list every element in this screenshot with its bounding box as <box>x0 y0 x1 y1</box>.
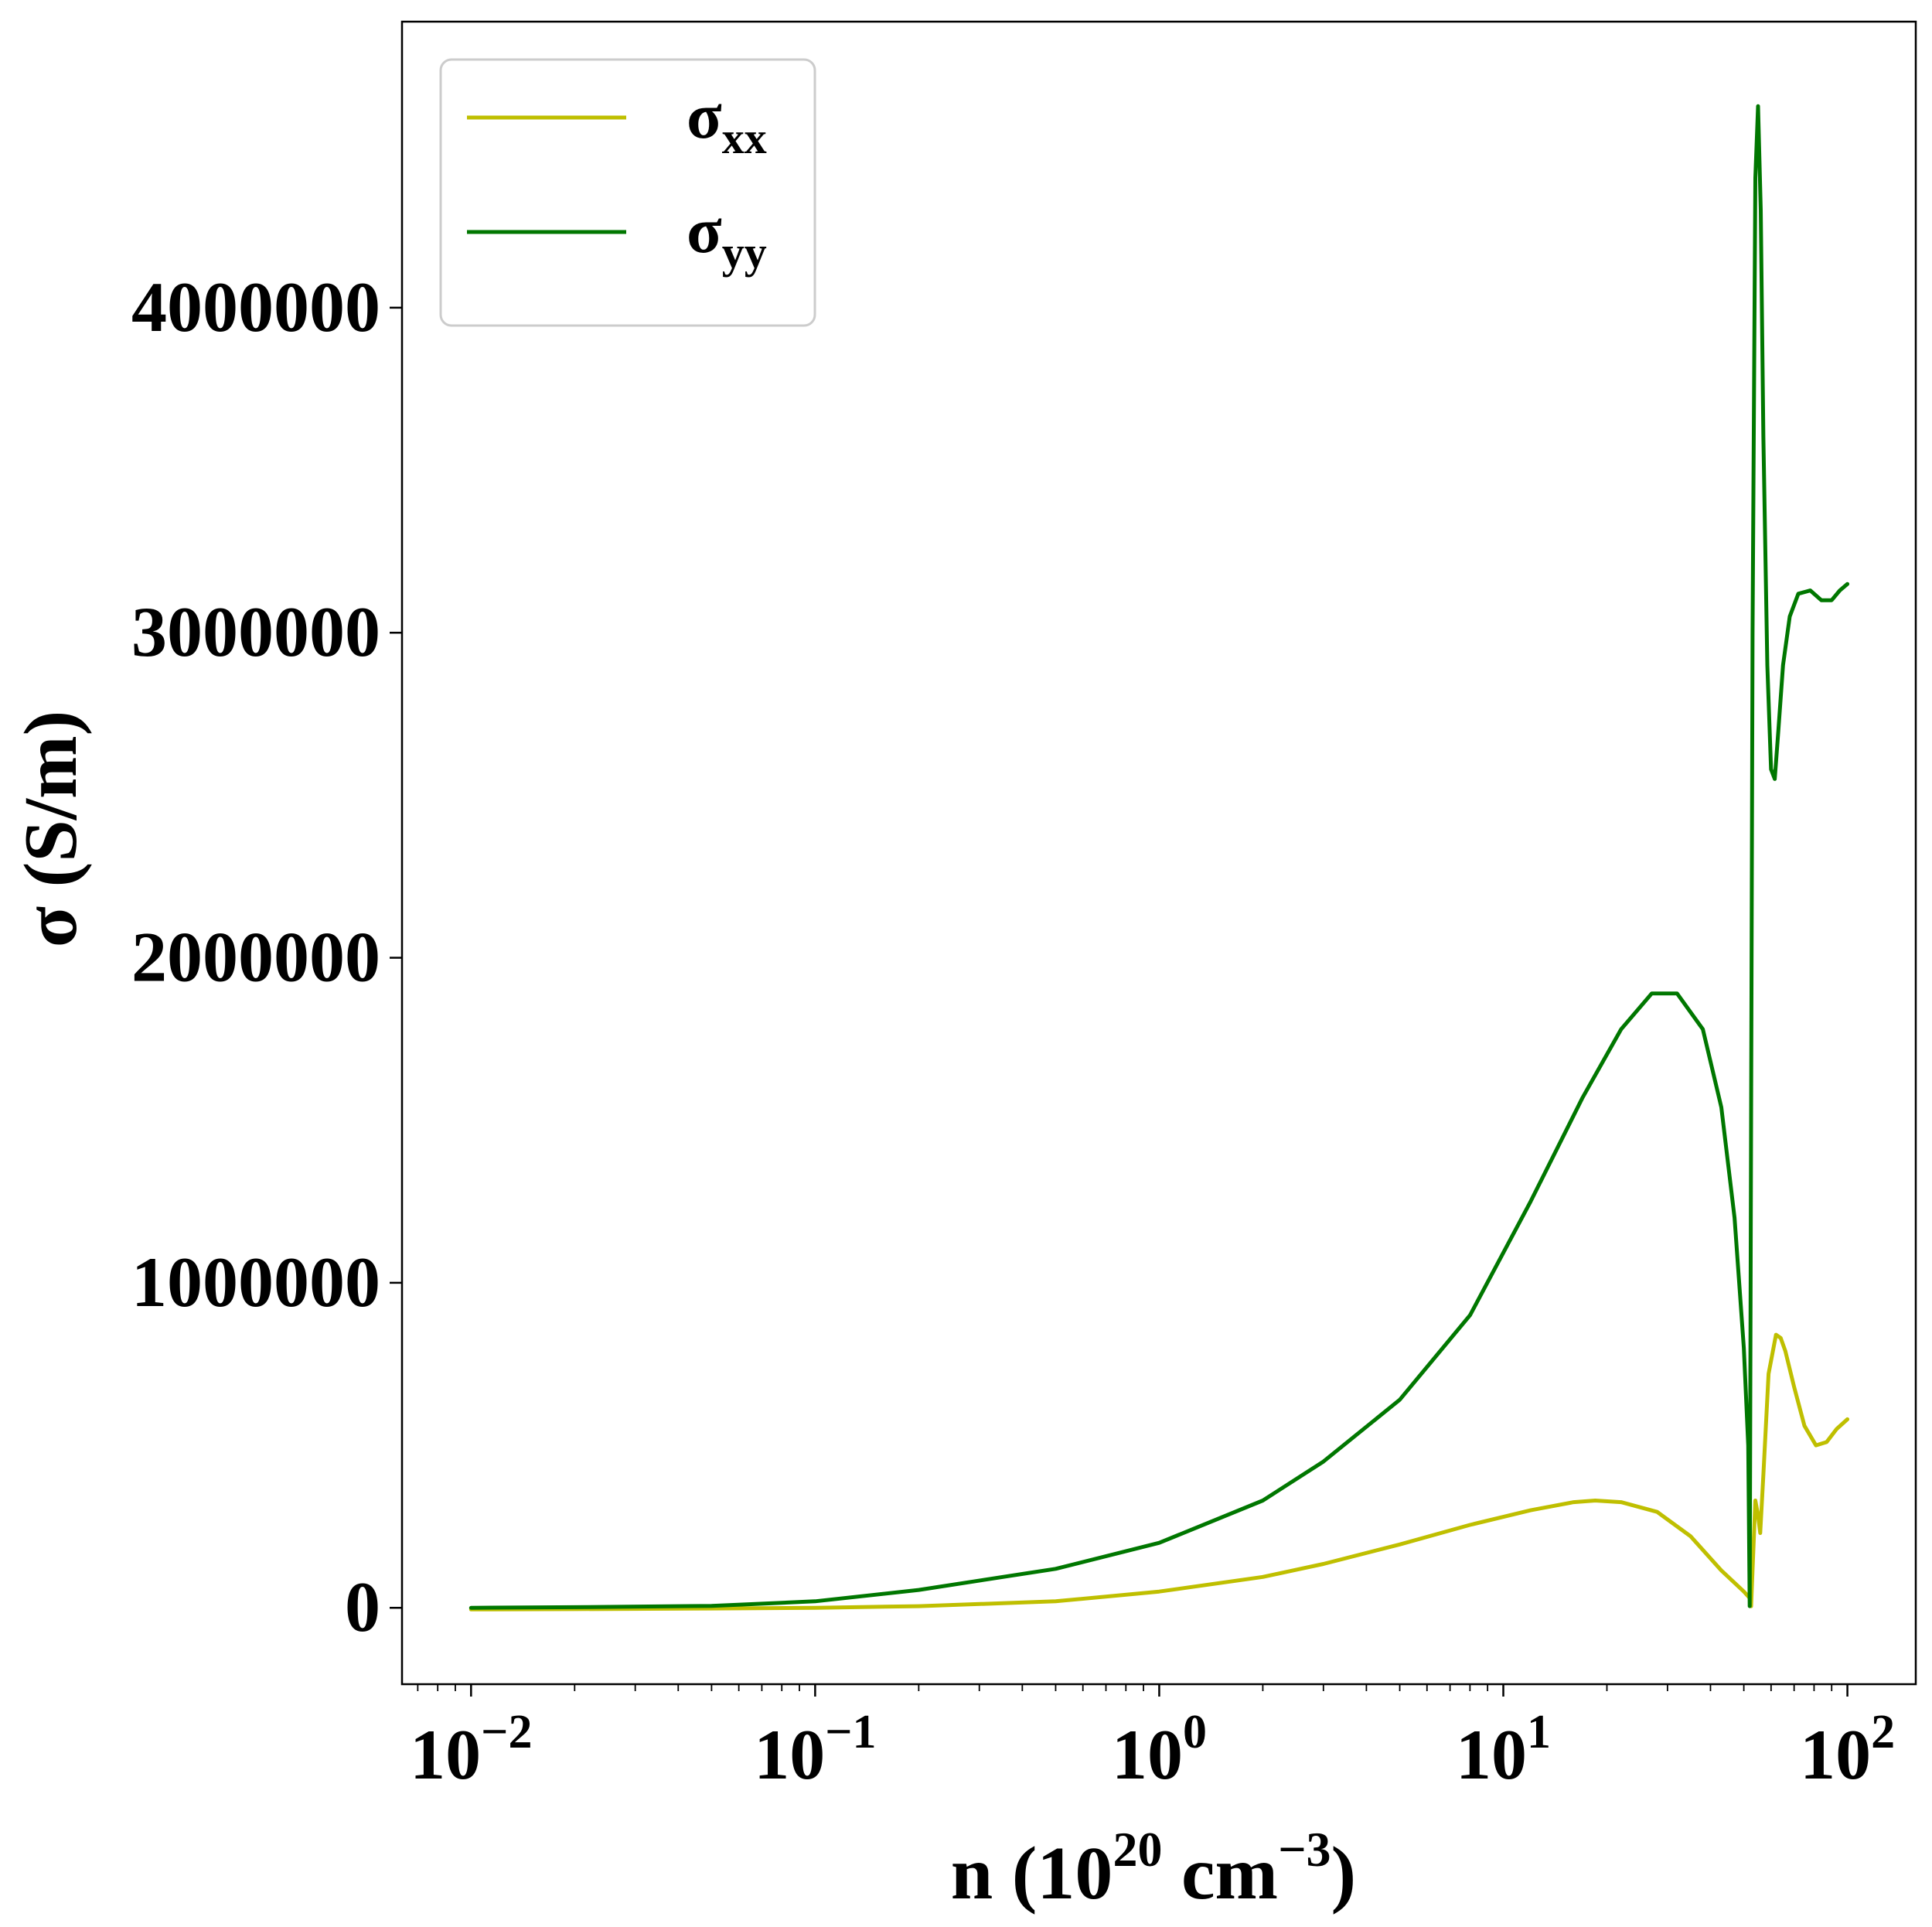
legend[interactable]: σxx σyy <box>439 58 816 327</box>
x-axis-title-tail: ) <box>1331 1832 1357 1915</box>
y-tick-label: 1000000 <box>131 1243 380 1322</box>
y-tick-label: 4000000 <box>131 268 380 346</box>
x-tick-label-exponent: 0 <box>1183 1706 1207 1758</box>
x-axis-title-exponent-1: 20 <box>1113 1822 1162 1877</box>
legend-label-sigma-yy-base: σ <box>687 195 722 267</box>
series-line-sigma-xx <box>469 1332 1850 1612</box>
x-tick-label-base: 10 <box>1800 1715 1871 1794</box>
y-tick-label: 0 <box>345 1567 380 1646</box>
x-tick-label-base: 10 <box>1112 1715 1183 1794</box>
x-axis-title-base: n (10 <box>951 1832 1113 1915</box>
x-axis-title-unit: cm <box>1162 1832 1278 1915</box>
series-layer <box>469 104 1850 1612</box>
y-tick-label: 2000000 <box>131 918 380 997</box>
labels-layer: 10−2 10−1 100 101 10201000000200000030000004… <box>131 268 1895 1794</box>
x-tick-label-base: 10 <box>1456 1715 1527 1794</box>
legend-label-sigma-xx-base: σ <box>687 80 722 152</box>
legend-label-sigma-yy: σyy <box>687 195 767 278</box>
y-axis-title: σ (S/m) <box>9 711 93 947</box>
x-tick-label-exponent: 1 <box>1527 1706 1551 1758</box>
legend-label-sigma-yy-subscript: yy <box>722 227 767 278</box>
x-tick-label: 102 <box>1800 1706 1895 1794</box>
x-axis-title: n (1020 cm−3) <box>951 1822 1356 1915</box>
legend-label-sigma-xx-subscript: xx <box>722 113 767 163</box>
ticks-layer <box>390 306 1849 1697</box>
x-tick-label: 101 <box>1456 1706 1551 1794</box>
series-line-sigma-yy <box>469 104 1850 1610</box>
legend-label-sigma-xx: σxx <box>687 80 767 163</box>
x-tick-label: 10−2 <box>410 1706 532 1794</box>
x-tick-label-exponent: 2 <box>1871 1706 1895 1758</box>
x-tick-label-base: 10 <box>410 1715 481 1794</box>
x-tick-label-exponent: −1 <box>825 1706 876 1758</box>
y-tick-label: 3000000 <box>131 592 380 671</box>
x-tick-label-exponent: −2 <box>481 1706 532 1758</box>
x-tick-label-base: 10 <box>754 1715 825 1794</box>
x-tick-label: 10−1 <box>754 1706 876 1794</box>
x-tick-label: 100 <box>1112 1706 1207 1794</box>
x-axis-title-exponent-2: −3 <box>1278 1822 1331 1877</box>
legend-box <box>439 58 816 327</box>
